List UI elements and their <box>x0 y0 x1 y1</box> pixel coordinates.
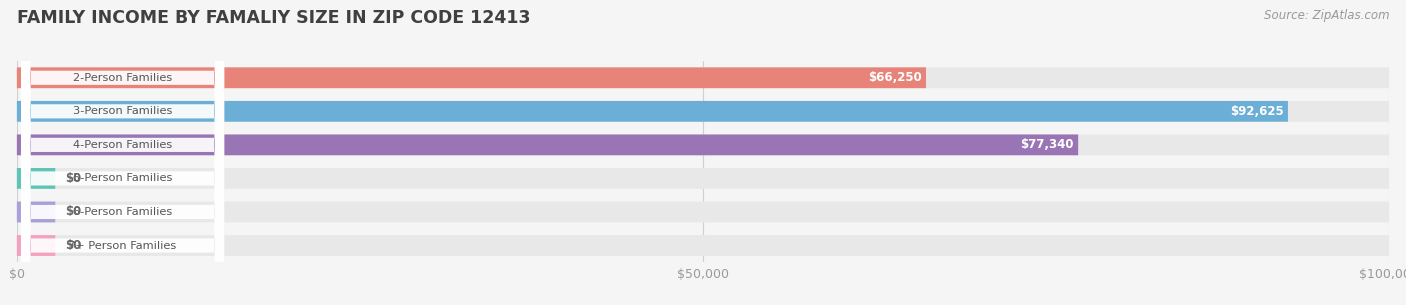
FancyBboxPatch shape <box>17 101 1389 122</box>
FancyBboxPatch shape <box>17 135 1389 155</box>
Text: 7+ Person Families: 7+ Person Families <box>69 241 177 250</box>
FancyBboxPatch shape <box>21 0 224 305</box>
Text: FAMILY INCOME BY FAMALIY SIZE IN ZIP CODE 12413: FAMILY INCOME BY FAMALIY SIZE IN ZIP COD… <box>17 9 530 27</box>
FancyBboxPatch shape <box>17 235 55 256</box>
Text: 5-Person Families: 5-Person Families <box>73 174 172 183</box>
FancyBboxPatch shape <box>17 202 1389 222</box>
FancyBboxPatch shape <box>17 135 1078 155</box>
Text: 3-Person Families: 3-Person Families <box>73 106 172 116</box>
FancyBboxPatch shape <box>21 0 224 305</box>
Text: 6-Person Families: 6-Person Families <box>73 207 172 217</box>
Text: $0: $0 <box>65 206 82 218</box>
FancyBboxPatch shape <box>17 168 55 189</box>
FancyBboxPatch shape <box>21 0 224 305</box>
Text: 2-Person Families: 2-Person Families <box>73 73 172 83</box>
FancyBboxPatch shape <box>21 0 224 305</box>
Text: $77,340: $77,340 <box>1021 138 1074 151</box>
FancyBboxPatch shape <box>17 168 1389 189</box>
Text: Source: ZipAtlas.com: Source: ZipAtlas.com <box>1264 9 1389 22</box>
FancyBboxPatch shape <box>21 0 224 305</box>
Text: $92,625: $92,625 <box>1230 105 1284 118</box>
FancyBboxPatch shape <box>17 101 1288 122</box>
Text: $66,250: $66,250 <box>868 71 922 84</box>
Text: $0: $0 <box>65 239 82 252</box>
FancyBboxPatch shape <box>17 235 1389 256</box>
FancyBboxPatch shape <box>17 67 1389 88</box>
FancyBboxPatch shape <box>17 202 55 222</box>
FancyBboxPatch shape <box>21 0 224 305</box>
Text: 4-Person Families: 4-Person Families <box>73 140 172 150</box>
FancyBboxPatch shape <box>17 67 927 88</box>
Text: $0: $0 <box>65 172 82 185</box>
